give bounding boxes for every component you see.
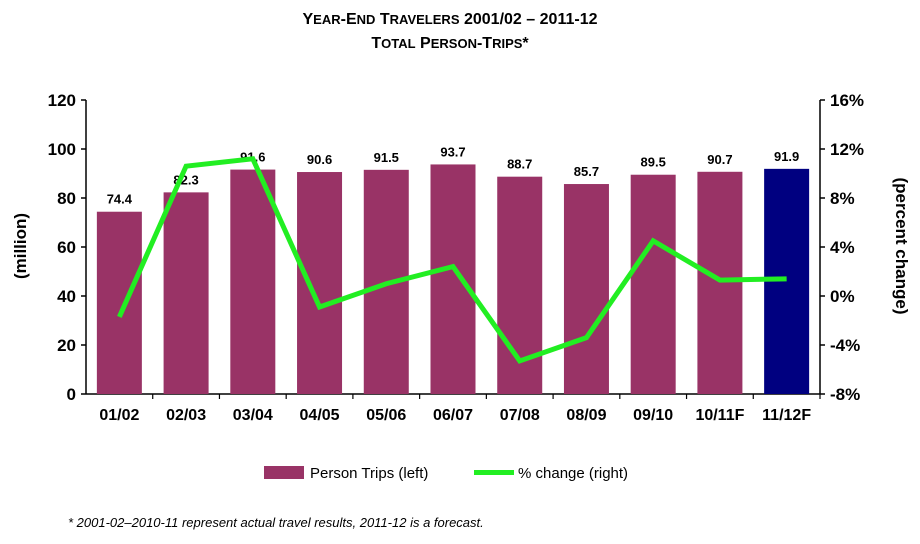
y-right-tick-label: 12%	[830, 140, 864, 159]
footnote: * 2001-02–2010-11 represent actual trave…	[68, 515, 484, 530]
bar	[230, 169, 276, 394]
x-tick-label: 09/10	[633, 407, 673, 424]
y-right-tick-label: -4%	[830, 336, 860, 355]
x-tick-label: 03/04	[233, 407, 273, 424]
bar	[697, 171, 743, 394]
x-tick-label: 10/11F	[695, 407, 744, 424]
bar-data-label: 89.5	[641, 155, 666, 170]
y-left-tick-label: 40	[57, 287, 76, 306]
bar	[163, 192, 209, 394]
x-tick-label: 11/12F	[762, 407, 811, 424]
x-tick-label: 06/07	[433, 407, 473, 424]
bar-data-label: 90.7	[707, 152, 732, 167]
y-left-tick-label: 0	[67, 385, 76, 404]
legend-bar-swatch	[264, 466, 304, 479]
bar	[297, 172, 343, 394]
x-tick-label: 05/06	[366, 407, 406, 424]
bar-data-label: 85.7	[574, 164, 599, 179]
y-axis-right-title: (percent change)	[892, 178, 911, 315]
x-tick-label: 07/08	[500, 407, 540, 424]
bar-data-label: 90.6	[307, 152, 332, 167]
bar-data-label: 74.4	[107, 192, 133, 207]
x-tick-label: 08/09	[566, 407, 606, 424]
bar	[96, 211, 142, 394]
y-right-tick-label: 16%	[830, 91, 864, 110]
y-right-tick-label: 0%	[830, 287, 855, 306]
x-tick-label: 01/02	[99, 407, 139, 424]
y-axis-left-title: (million)	[11, 213, 30, 279]
bar	[430, 164, 476, 394]
y-left-tick-label: 100	[48, 140, 76, 159]
x-tick-label: 04/05	[300, 407, 340, 424]
legend: Person Trips (left) % change (right)	[264, 465, 628, 482]
legend-bar-label: Person Trips (left)	[310, 465, 428, 482]
bar	[563, 184, 609, 394]
y-left-tick-label: 60	[57, 238, 76, 257]
y-right-tick-label: 8%	[830, 189, 855, 208]
chart-title: YEAR-END TRAVELERS 2001/02 – 2011-12	[302, 11, 597, 28]
x-tick-label: 02/03	[166, 407, 206, 424]
bar-data-label: 91.9	[774, 149, 799, 164]
bar	[630, 174, 676, 394]
legend-line-label: % change (right)	[518, 465, 628, 482]
chart-subtitle: TOTAL PERSON-TRIPS*	[371, 35, 529, 52]
bar-data-label: 93.7	[440, 144, 465, 159]
y-left-tick-label: 120	[48, 91, 76, 110]
y-left-tick-label: 20	[57, 336, 76, 355]
bar-data-label: 88.7	[507, 157, 532, 172]
y-left-tick-label: 80	[57, 189, 76, 208]
y-right-tick-label: 4%	[830, 238, 855, 257]
y-right-tick-label: -8%	[830, 385, 860, 404]
bar-data-label: 91.5	[374, 150, 399, 165]
plot-area: 0 20 40 60 80 100 120 -8% -4% 0% 4% 8% 12% 16% 74.4 01/…	[48, 91, 864, 424]
